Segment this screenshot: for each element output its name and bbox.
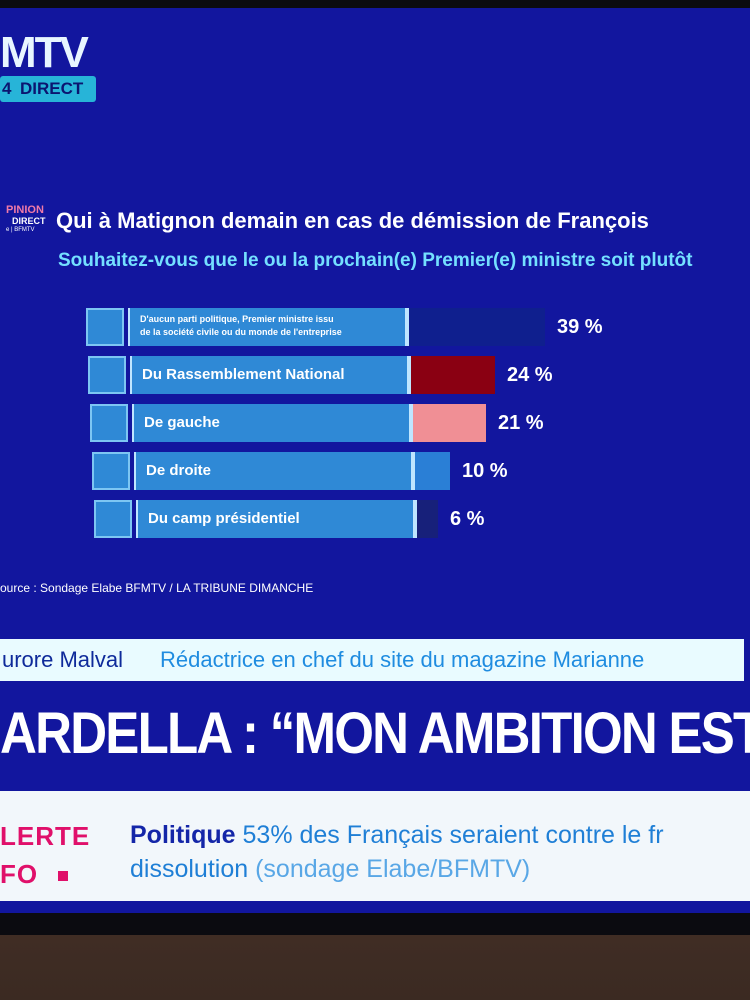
- bar-category-text: De gauche: [144, 414, 220, 431]
- bar-value-label: 21 %: [498, 412, 544, 434]
- bar-category-label: De gauche: [132, 404, 409, 442]
- bar-track: [407, 356, 495, 394]
- live-number: 4: [2, 79, 12, 98]
- bar-track: [409, 404, 486, 442]
- opinion-direct-badge: PINION DIRECT e | BFMTV: [0, 204, 50, 240]
- chart-source: ource : Sondage Elabe BFMTV / LA TRIBUNE…: [0, 581, 314, 595]
- ticker-text-continued: dissolution: [130, 855, 249, 883]
- ticker-source: (sondage Elabe/BFMTV): [255, 855, 531, 883]
- guest-role: Rédactrice en chef du site du magazine M…: [160, 647, 645, 672]
- bar-track: [411, 452, 450, 490]
- bar-category-text: D'aucun parti politique, Premier ministr…: [140, 314, 334, 324]
- guest-lower-third: urore Malval Rédactrice en chef du site …: [0, 639, 744, 681]
- alert-square-icon: [58, 871, 68, 881]
- bar-icon-box: [88, 356, 126, 394]
- alert-label-line-1: LERTE: [0, 821, 91, 851]
- poll-bar-chart: D'aucun parti politique, Premier ministr…: [0, 298, 750, 558]
- bar-track: [413, 500, 438, 538]
- live-badge: 4 DIRECT: [0, 76, 96, 102]
- bar: [409, 308, 545, 346]
- bar-icon-box: [94, 500, 132, 538]
- tv-screen: MTV 4 DIRECT PINION DIRECT e | BFMTV Qui…: [0, 8, 750, 913]
- chart-title: Qui à Matignon demain en cas de démissio…: [56, 208, 649, 233]
- guest-name: urore Malval: [2, 647, 124, 672]
- bar-value-label: 39 %: [557, 316, 603, 338]
- bar-value-label: 24 %: [507, 364, 553, 386]
- bar-category-text: De droite: [146, 462, 212, 479]
- ticker-text: 53% des Français seraient contre le fr: [242, 821, 664, 849]
- chart-subtitle: Souhaitez-vous que le ou la prochain(e) …: [58, 250, 693, 271]
- bar-category-text: de la société civile ou du monde de l'en…: [140, 327, 342, 337]
- bar-value-label: 10 %: [462, 460, 508, 482]
- bar-icon-box: [90, 404, 128, 442]
- bar: [415, 452, 450, 490]
- bar-track: [405, 308, 545, 346]
- alert-label-line-2: FO: [0, 859, 39, 889]
- bar-category-label: Du camp présidentiel: [136, 500, 413, 538]
- bar-category-label: D'aucun parti politique, Premier ministr…: [128, 308, 405, 346]
- news-ticker: LERTE FO Politique 53% des Français sera…: [0, 791, 750, 901]
- bar-category-label: De droite: [134, 452, 411, 490]
- badge-line-2: DIRECT: [12, 216, 46, 226]
- bar-category-label: Du Rassemblement National: [130, 356, 407, 394]
- bar-category-text: Du camp présidentiel: [148, 510, 300, 527]
- badge-line-3: e | BFMTV: [6, 227, 35, 233]
- channel-logo-text: MTV: [0, 28, 89, 77]
- bar: [411, 356, 495, 394]
- bar-icon-box: [86, 308, 124, 346]
- headline-banner: ARDELLA : “MON AMBITION EST D'Ê: [0, 701, 750, 766]
- live-label: DIRECT: [20, 79, 84, 98]
- ticker-line-1: Politique 53% des Français seraient cont…: [130, 821, 664, 850]
- ticker-category: Politique: [130, 821, 236, 849]
- bar-category-text: Du Rassemblement National: [142, 366, 345, 383]
- bar: [417, 500, 438, 538]
- bar: [413, 404, 486, 442]
- bar-icon-box: [92, 452, 130, 490]
- badge-line-1: PINION: [6, 204, 44, 216]
- bar-value-label: 6 %: [450, 508, 485, 530]
- ticker-line-2: dissolution (sondage Elabe/BFMTV): [130, 855, 530, 884]
